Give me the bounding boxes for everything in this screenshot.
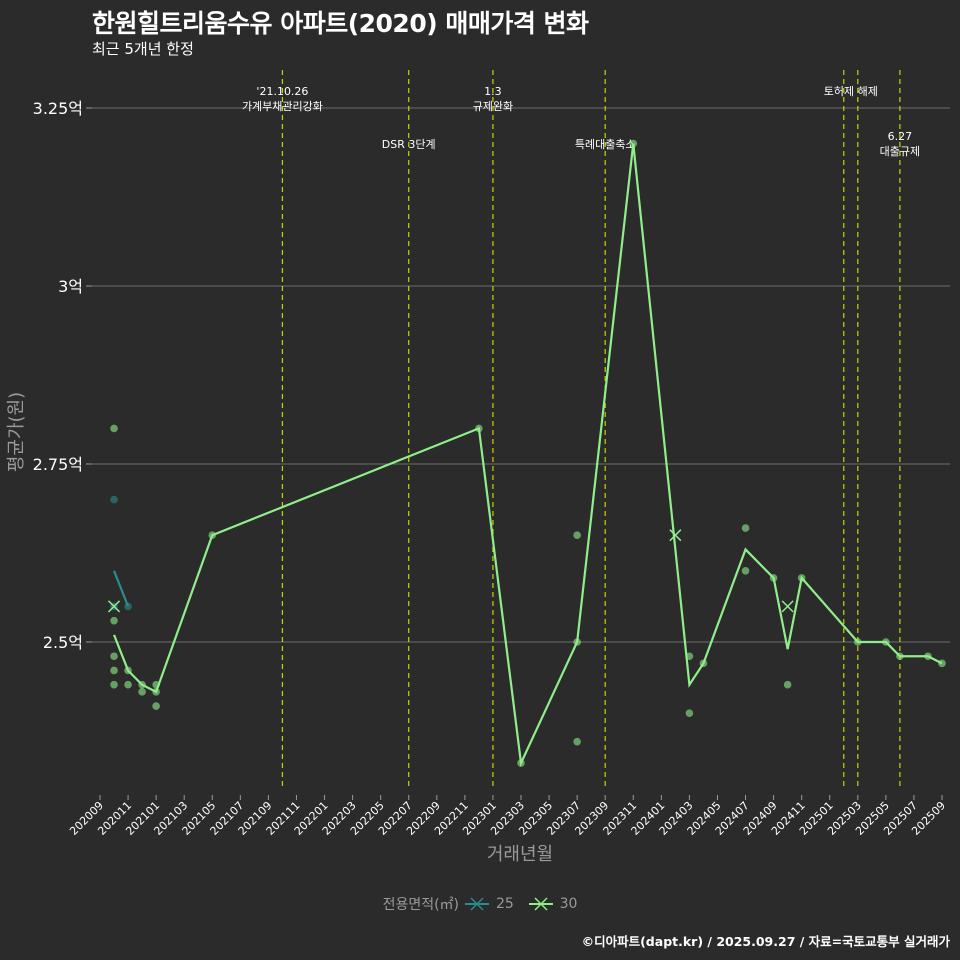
data-point-30: [517, 759, 525, 767]
policy-label: 1.3: [484, 85, 502, 98]
policy-label: 규제완화: [473, 100, 513, 113]
data-point-30: [573, 737, 581, 746]
data-cross-30: [108, 600, 121, 613]
data-point-25: [110, 495, 118, 504]
policy-label: 대출규제: [880, 145, 920, 158]
data-point-30: [783, 680, 792, 689]
legend-label-30: 30: [559, 896, 578, 912]
y-tick-label: 3억: [58, 277, 83, 296]
policy-label: '21.10.26: [256, 85, 308, 98]
data-point-30: [110, 616, 118, 625]
data-point-30: [124, 666, 132, 675]
data-point-30: [741, 524, 750, 532]
chart-subtitle: 최근 5개년 한정: [92, 40, 194, 58]
data-point-30: [573, 638, 581, 646]
data-point-30: [769, 574, 778, 582]
y-tick-label: 2.75억: [33, 455, 83, 474]
data-point-30: [882, 638, 890, 646]
y-tick-label: 3.25억: [33, 99, 83, 118]
legend-title: 전용면적(㎡): [382, 897, 460, 913]
data-point-30: [854, 638, 862, 646]
data-point-30: [110, 666, 118, 675]
data-point-30: [797, 574, 806, 582]
data-point-30: [152, 680, 160, 689]
data-point-30: [138, 688, 146, 696]
policy-label: 가계부채관리강화: [242, 100, 323, 113]
data-point-30: [938, 659, 946, 668]
data-point-30: [475, 424, 483, 433]
data-point-30: [152, 688, 160, 696]
data-point-25: [124, 602, 132, 611]
data-cross-30: [669, 529, 682, 542]
data-point-30: [124, 680, 132, 689]
policy-label: DSR 3단계: [382, 138, 436, 151]
data-point-30: [110, 680, 118, 689]
data-point-30: [208, 531, 217, 539]
data-point-30: [924, 652, 932, 661]
data-point-30: [741, 567, 750, 575]
data-point-30: [685, 652, 694, 661]
data-point-30: [699, 659, 708, 668]
x-axis-title: 거래년월: [487, 844, 553, 865]
data-point-30: [629, 139, 638, 148]
data-point-30: [110, 652, 118, 661]
policy-label: 6.27: [888, 130, 913, 143]
y-tick-label: 2.5억: [43, 633, 83, 652]
legend-key-30-icon: [529, 897, 554, 911]
data-point-30: [685, 709, 694, 717]
data-point-30: [152, 702, 160, 710]
data-point-30: [573, 531, 581, 539]
policy-label: 토허제 해제: [824, 84, 878, 98]
data-point-30: [110, 424, 118, 433]
series-line-25: [113, 570, 130, 607]
data-point-30: [896, 652, 904, 661]
data-cross-30: [781, 600, 794, 613]
chart-title: 한원힐트리움수유 아파트(2020) 매매가격 변화: [92, 9, 589, 38]
policy-label: 특례대출축소: [575, 138, 636, 151]
series-line-30: [113, 143, 943, 767]
footer-credit: ©디아파트(dapt.kr) / 2025.09.27 / 자료=국토교통부 실…: [581, 934, 950, 949]
legend: 전용면적(㎡) 25 30: [0, 894, 960, 914]
legend-label-25: 25: [495, 896, 514, 912]
y-axis-title: 평균가(원): [6, 392, 27, 472]
legend-key-25-icon: [465, 897, 490, 911]
data-point-30: [138, 680, 146, 689]
